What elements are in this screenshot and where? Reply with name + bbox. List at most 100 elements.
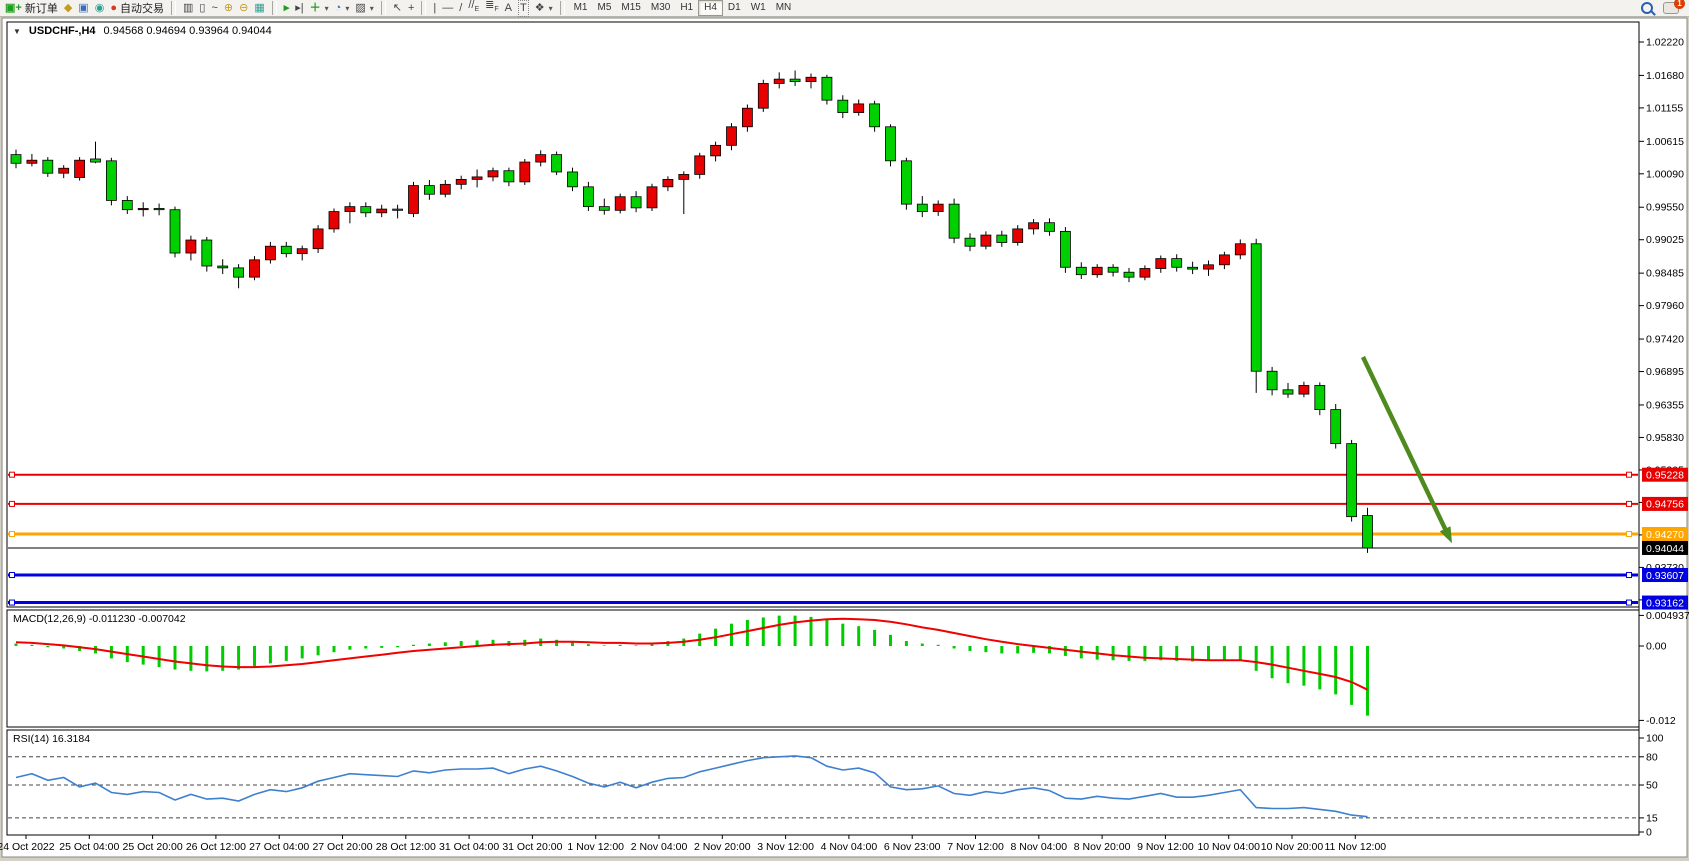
alerts-button[interactable]: ◉	[92, 1, 108, 16]
timeframe-m5[interactable]: M5	[597, 2, 612, 13]
terminal-button[interactable]: ▣	[75, 1, 91, 16]
candle	[121, 200, 133, 211]
text-button[interactable]: A	[502, 1, 515, 16]
timeframe-h4[interactable]: H4	[698, 0, 723, 16]
candlestick-chart-button[interactable]: ▯	[196, 1, 208, 16]
crosshair-button[interactable]: +	[405, 1, 417, 16]
notification-badge: 1	[1674, 0, 1685, 9]
candle	[1155, 258, 1167, 269]
candle	[1298, 385, 1310, 395]
downtrend-arrow-annotation[interactable]	[1360, 356, 1452, 544]
notifications-icon[interactable]: 1	[1663, 0, 1685, 14]
candle	[217, 265, 229, 269]
candle	[423, 185, 435, 195]
svg-text:8 Nov 04:00: 8 Nov 04:00	[1010, 841, 1067, 853]
svg-text:0.93607: 0.93607	[1646, 570, 1684, 582]
timeframe-h1[interactable]: H1	[680, 2, 694, 13]
cursor-button[interactable]: ↖	[390, 1, 405, 16]
timeframe-w1[interactable]: W1	[750, 2, 766, 13]
candle	[519, 161, 531, 183]
svg-text:26 Oct 12:00: 26 Oct 12:00	[186, 841, 246, 853]
line-handle[interactable]	[9, 471, 15, 478]
new-order-button[interactable]: ▣+ 新订单	[2, 1, 61, 16]
zoom-out-button[interactable]: ⊖	[236, 1, 251, 16]
chart-shift-button[interactable]: ▸|	[292, 1, 306, 16]
candle	[678, 174, 690, 180]
price-label-chip	[1642, 568, 1688, 583]
alerts-icon: ◉	[94, 1, 105, 14]
line-handle[interactable]	[1626, 471, 1632, 478]
timeframe-m30[interactable]: M30	[650, 2, 671, 13]
tile-windows-button[interactable]: ▦	[251, 1, 267, 16]
line-handle[interactable]	[1626, 530, 1632, 537]
candle	[1219, 254, 1230, 266]
line-handle[interactable]	[9, 530, 15, 537]
text-icon: A	[504, 1, 512, 14]
candle	[1346, 443, 1357, 518]
auto-trading-button[interactable]: ● 自动交易	[107, 1, 167, 16]
price-label-chip	[1642, 467, 1688, 482]
bar-chart-button[interactable]: ▥	[180, 1, 196, 16]
candle	[1314, 385, 1326, 410]
periods-button[interactable]: ◔ ▾	[332, 1, 353, 16]
svg-text:2 Nov 20:00: 2 Nov 20:00	[694, 841, 751, 853]
trendline-icon: /	[459, 1, 463, 14]
svg-text:1.00090: 1.00090	[1646, 168, 1684, 180]
timeframe-d1[interactable]: D1	[727, 2, 741, 13]
trendline-button[interactable]: /	[456, 1, 465, 16]
auto-scroll-button[interactable]: ▸	[281, 1, 293, 16]
svg-text:24 Oct 2022: 24 Oct 2022	[0, 841, 55, 853]
ohlc-values: 0.94568 0.94694 0.93964 0.94044	[103, 25, 272, 37]
equidistant-channel-icon: //E	[468, 0, 480, 14]
timeframe-mn[interactable]: MN	[775, 2, 792, 13]
macd-indicator-label: MACD(12,26,9) -0.011230 -0.007042	[13, 613, 186, 625]
candles	[10, 70, 1373, 553]
line-handle[interactable]	[1626, 572, 1632, 579]
bar-chart-icon: ▥	[182, 1, 194, 14]
line-handle[interactable]	[9, 572, 15, 579]
rsi-panel	[6, 729, 1640, 836]
candle	[26, 159, 38, 164]
candle	[1012, 228, 1024, 243]
add-indicator-button[interactable]: ＋ ▾	[307, 1, 332, 16]
candle	[1250, 243, 1262, 372]
candle	[42, 159, 54, 174]
svg-text:1 Nov 12:00: 1 Nov 12:00	[567, 841, 624, 853]
collapse-triangle-icon[interactable]: ▼	[13, 26, 21, 36]
zoom-in-button[interactable]: ⊕	[221, 1, 236, 16]
candle	[821, 76, 833, 101]
line-handle[interactable]	[1626, 500, 1632, 507]
candle	[1139, 268, 1151, 278]
candle	[964, 237, 976, 247]
timeframe-m1[interactable]: M1	[573, 2, 588, 13]
line-handle[interactable]	[9, 599, 15, 606]
vertical-line-button[interactable]: |	[430, 1, 439, 16]
line-chart-button[interactable]: ~	[208, 1, 220, 16]
templates-button[interactable]: ▨ ▾	[352, 1, 376, 16]
toolbar-separator	[380, 1, 386, 15]
search-icon[interactable]	[1641, 2, 1653, 14]
svg-text:6 Nov 23:00: 6 Nov 23:00	[884, 841, 941, 853]
chart-profile-button[interactable]: ◆	[61, 1, 75, 16]
fibonacci-button[interactable]: ≣F	[482, 0, 502, 16]
candle	[646, 186, 658, 209]
candle	[869, 103, 880, 128]
candle	[1234, 243, 1246, 256]
equidistant-channel-button[interactable]: //E	[465, 0, 482, 16]
macd-signal-line	[15, 617, 1368, 691]
arrows-button[interactable]: ❖ ▾	[532, 1, 556, 16]
svg-text:100: 100	[1646, 733, 1664, 745]
timeframe-m15[interactable]: M15	[621, 2, 641, 13]
candle	[471, 176, 483, 180]
svg-text:1.02220: 1.02220	[1646, 37, 1684, 49]
line-handle[interactable]	[1626, 599, 1632, 606]
horizontal-line-button[interactable]: —	[439, 1, 456, 16]
line-handle[interactable]	[9, 500, 15, 507]
add-indicator-icon: ＋	[309, 1, 321, 14]
text-label-button[interactable]: T	[515, 0, 532, 17]
chart-title[interactable]: ▼ USDCHF-,H4 0.94568 0.94694 0.93964 0.9…	[13, 25, 272, 37]
candle	[1187, 266, 1198, 270]
svg-text:10 Nov 04:00: 10 Nov 04:00	[1197, 841, 1260, 853]
candle	[296, 248, 308, 255]
